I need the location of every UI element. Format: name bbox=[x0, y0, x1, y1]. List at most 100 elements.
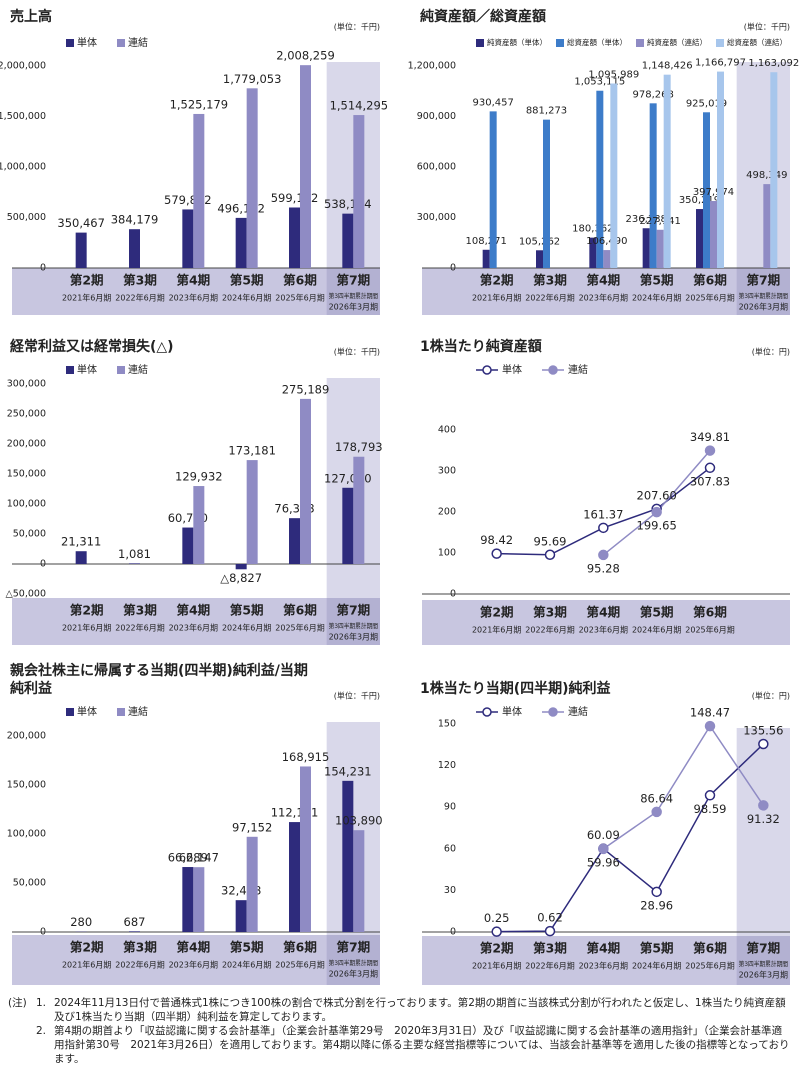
bar bbox=[300, 65, 311, 269]
bar bbox=[75, 551, 87, 564]
value-label: 925,019 bbox=[686, 98, 727, 109]
bar bbox=[342, 780, 354, 932]
x-tick-label: 第6期 bbox=[693, 941, 727, 956]
x-tick-label: 第2期 bbox=[480, 605, 514, 620]
value-label: 1,166,797 bbox=[695, 58, 746, 69]
value-label: 275,189 bbox=[282, 382, 330, 396]
period-label: 2025年6月期 bbox=[685, 625, 734, 635]
x-tick-label: 第4期 bbox=[176, 273, 210, 288]
period-label: 2023年6月期 bbox=[169, 960, 218, 970]
period-note: 第3四半期累計期間 bbox=[739, 959, 788, 968]
x-tick-label: 第7期 bbox=[746, 273, 780, 288]
period-label: 2025年6月期 bbox=[685, 293, 734, 303]
y-tick-label: 400 bbox=[438, 425, 456, 436]
bar bbox=[182, 527, 194, 564]
note-number: 1. bbox=[36, 997, 47, 1009]
y-tick-label: 2,000,000 bbox=[0, 61, 46, 72]
period-note: 第3四半期累計期間 bbox=[329, 958, 378, 967]
note: 2. 第4期の期首より「収益認識に関する会計基準」（企業会計基準第29号 2020… bbox=[36, 1024, 792, 1066]
value-label: 28.96 bbox=[640, 898, 673, 912]
period-label: 2026年3月期 bbox=[329, 302, 378, 312]
unit-label: (単位：円) bbox=[752, 347, 790, 357]
highlight-strip bbox=[736, 268, 790, 315]
bar bbox=[182, 209, 194, 268]
notes-list: 1. 2024年11月13日付で普通株式1株につき100株の割合で株式分割を行って… bbox=[36, 996, 792, 1066]
value-label: 307.83 bbox=[690, 474, 730, 488]
x-tick-label: 第5期 bbox=[640, 273, 674, 288]
value-label: 154,231 bbox=[324, 764, 372, 778]
period-label: 2025年6月期 bbox=[275, 960, 324, 970]
value-label: 0.62 bbox=[537, 911, 563, 925]
value-label: 0.25 bbox=[484, 911, 510, 925]
y-tick-label: 200 bbox=[438, 507, 456, 518]
value-label: 1,779,053 bbox=[223, 72, 282, 86]
value-label: 178,793 bbox=[335, 440, 383, 454]
value-label: 1,081 bbox=[118, 547, 151, 561]
value-label: 66,147 bbox=[179, 851, 219, 865]
y-tick-label: 30 bbox=[444, 885, 456, 896]
value-label: 95.69 bbox=[534, 534, 567, 548]
bar bbox=[482, 249, 490, 268]
bar bbox=[182, 867, 194, 932]
legend-marker bbox=[548, 707, 558, 717]
highlight-band bbox=[736, 728, 790, 936]
value-label: 538,164 bbox=[324, 197, 372, 211]
chart-title: 親会社株主に帰属する当期(四半期)純利益/当期純利益 bbox=[10, 663, 308, 697]
x-tick-label: 第4期 bbox=[586, 941, 620, 956]
value-label: 21,311 bbox=[61, 535, 101, 549]
line-marker bbox=[704, 720, 716, 732]
note-text: 第4期の期首より「収益認識に関する会計基準」（企業会計基準第29号 2020年3… bbox=[54, 1025, 790, 1065]
bar bbox=[770, 72, 778, 268]
period-label: 2021年6月期 bbox=[62, 293, 111, 303]
legend-swatch bbox=[117, 366, 125, 374]
bar bbox=[610, 83, 618, 269]
y-tick-label: 150,000 bbox=[7, 780, 46, 791]
legend-marker bbox=[548, 365, 558, 375]
bar bbox=[129, 229, 140, 268]
value-label: 199.65 bbox=[637, 519, 677, 533]
line bbox=[602, 450, 711, 556]
y-tick-label: 100,000 bbox=[7, 829, 46, 840]
x-tick-label: 第4期 bbox=[586, 605, 620, 620]
bar bbox=[289, 518, 300, 564]
period-label: 2024年6月期 bbox=[222, 960, 271, 970]
highlight-strip bbox=[326, 598, 380, 645]
legend-label: 連結 bbox=[128, 363, 148, 376]
bar bbox=[696, 209, 703, 268]
period-label: 2024年6月期 bbox=[222, 293, 271, 303]
bar bbox=[193, 867, 205, 932]
line-marker bbox=[491, 926, 502, 937]
x-tick-label: 第7期 bbox=[336, 273, 370, 288]
value-label: 349.81 bbox=[690, 430, 730, 444]
bar bbox=[342, 213, 354, 268]
x-tick-label: 第2期 bbox=[70, 940, 104, 955]
bar bbox=[342, 487, 354, 564]
x-tick-label: 第7期 bbox=[746, 941, 780, 956]
period-label: 2021年6月期 bbox=[472, 961, 521, 971]
legend-label: 連結 bbox=[568, 363, 588, 376]
legend-swatch bbox=[117, 39, 125, 47]
x-tick-label: 第4期 bbox=[176, 603, 210, 618]
period-label: 2023年6月期 bbox=[579, 625, 628, 635]
period-label: 2023年6月期 bbox=[579, 293, 628, 303]
x-tick-label: 第5期 bbox=[230, 940, 264, 955]
line-marker bbox=[704, 790, 716, 801]
x-tick-label: 第6期 bbox=[283, 603, 317, 618]
x-tick-label: 第5期 bbox=[640, 941, 674, 956]
bar bbox=[75, 232, 87, 268]
value-label: 148.47 bbox=[690, 706, 730, 720]
period-label: 2022年6月期 bbox=[115, 623, 164, 633]
legend-label: 単体 bbox=[77, 705, 97, 718]
value-label: 1,053,115 bbox=[574, 77, 625, 88]
y-tick-label: 500,000 bbox=[7, 212, 46, 223]
bar bbox=[710, 201, 717, 268]
period-label: 2025年6月期 bbox=[685, 961, 734, 971]
highlight-strip bbox=[736, 936, 790, 985]
bar bbox=[300, 398, 311, 564]
period-note: 第3四半期累計期間 bbox=[329, 291, 378, 300]
value-label: 112,161 bbox=[271, 806, 319, 820]
value-label: 1,514,295 bbox=[330, 99, 389, 113]
chart-title: 純資産額／総資産額 bbox=[420, 9, 546, 25]
highlight-strip bbox=[326, 268, 380, 315]
y-tick-label: 200,000 bbox=[7, 439, 46, 450]
